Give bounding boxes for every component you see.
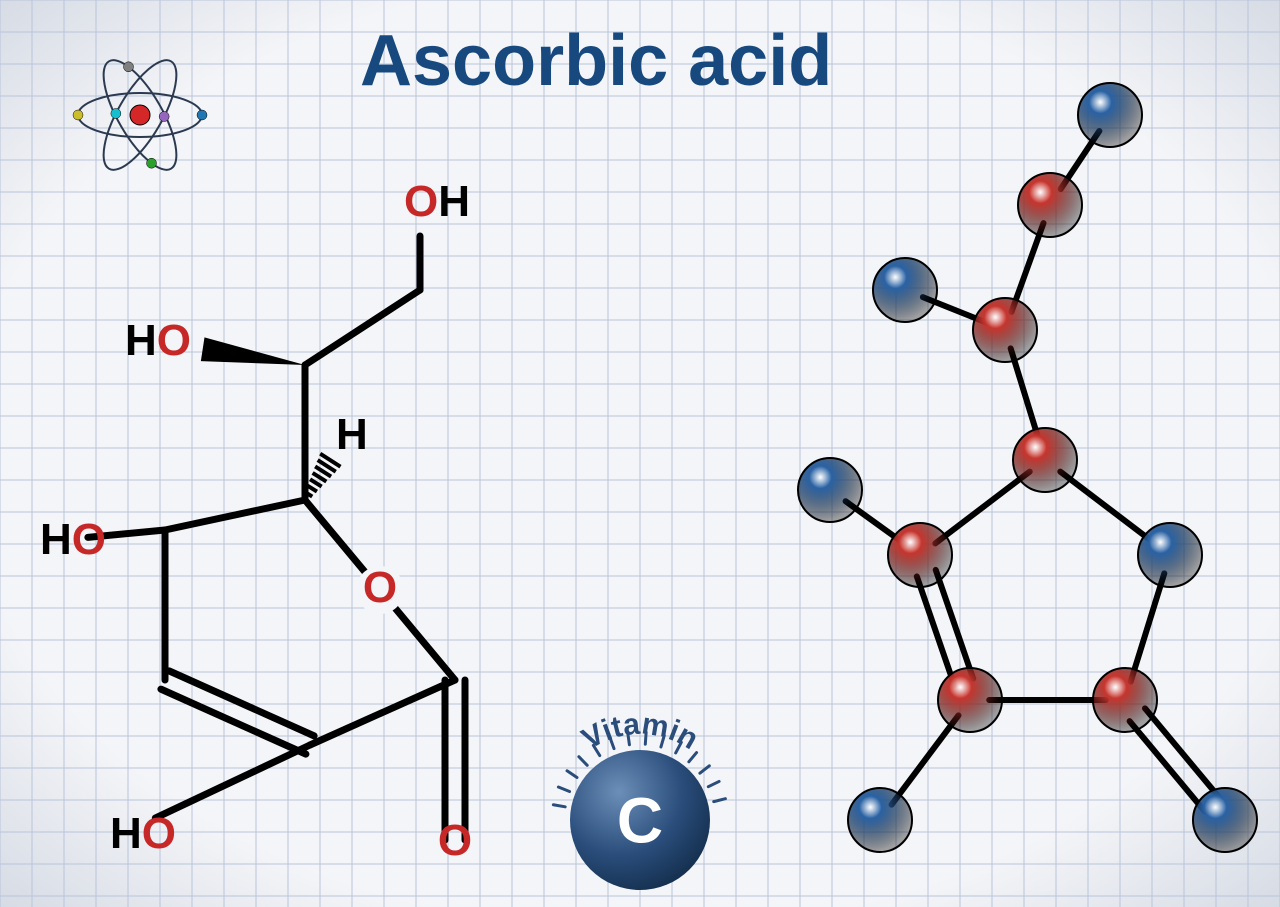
svg-text:H: H (336, 410, 368, 459)
diagram-svg: OOOHHOHHOHOCVitamin (0, 0, 1280, 907)
atom-redBL (938, 668, 1002, 732)
atom-blueBL (848, 788, 912, 852)
vitamin-c-letter: C (617, 784, 663, 856)
atom-blueHL (798, 458, 862, 522)
atom-blueHR (1138, 523, 1202, 587)
atom-redRL (888, 523, 952, 587)
atom-blueBR (1193, 788, 1257, 852)
title-text: Ascorbic acid (360, 20, 832, 102)
atom-redHub (1013, 428, 1077, 492)
svg-text:HO: HO (110, 809, 176, 858)
svg-text:HO: HO (125, 316, 191, 365)
svg-text:HO: HO (40, 515, 106, 564)
svg-text:O: O (363, 563, 397, 612)
atom-topRed (1018, 173, 1082, 237)
atom-blueL (873, 258, 937, 322)
atom-topBlue (1078, 83, 1142, 147)
svg-text:OH: OH (404, 177, 470, 226)
diagram-stage: OOOHHOHHOHOCVitamin Ascorbic acid (0, 0, 1280, 907)
atom-redMid (973, 298, 1037, 362)
svg-text:O: O (438, 816, 472, 865)
atom-redBR (1093, 668, 1157, 732)
